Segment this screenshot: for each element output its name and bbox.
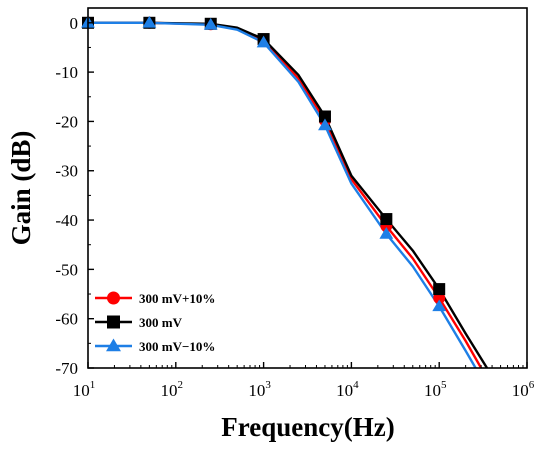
data-point <box>142 15 157 28</box>
y-tick-label: -20 <box>55 112 78 131</box>
y-tick-label: -70 <box>55 359 78 378</box>
y-tick-label: -40 <box>55 211 78 230</box>
data-point <box>432 299 447 312</box>
y-tick-label: 0 <box>70 14 79 33</box>
y-axis: 0 -10 -20 -30 -40 -50 -60 -70 <box>55 14 94 378</box>
legend-marker <box>107 315 120 329</box>
legend-label: 300 mV−10% <box>139 339 215 354</box>
data-point <box>318 110 331 123</box>
legend-marker <box>107 291 120 305</box>
data-point <box>256 35 271 48</box>
x-tick-label: 103 <box>248 379 271 400</box>
data-point <box>318 118 332 131</box>
x-axis: 101 102 103 104 105 106 <box>73 362 535 400</box>
plot-frame <box>87 7 528 369</box>
x-tick-label: 106 <box>512 379 535 400</box>
data-point <box>379 226 394 239</box>
y-tick-label: -30 <box>55 162 78 181</box>
data-point <box>203 17 218 30</box>
series-markers <box>81 15 447 312</box>
y-tick-label: -10 <box>55 63 78 82</box>
x-tick-label: 101 <box>73 379 96 400</box>
data-point <box>433 283 446 296</box>
legend-label: 300 mV+10% <box>139 291 215 306</box>
y-tick-label: -60 <box>55 310 78 329</box>
x-tick-label: 102 <box>161 379 184 400</box>
x-tick-label: 105 <box>424 379 447 400</box>
x-tick-label: 104 <box>336 379 359 400</box>
y-axis-title: Gain (dB) <box>6 131 36 246</box>
legend: 300 mV+10% 300 mV 300 mV−10% <box>95 291 215 354</box>
legend-marker <box>106 338 121 352</box>
x-axis-title: Frequency(Hz) <box>221 412 394 442</box>
legend-label: 300 mV <box>139 315 183 330</box>
data-point <box>380 213 393 226</box>
y-tick-label: -50 <box>55 260 78 279</box>
